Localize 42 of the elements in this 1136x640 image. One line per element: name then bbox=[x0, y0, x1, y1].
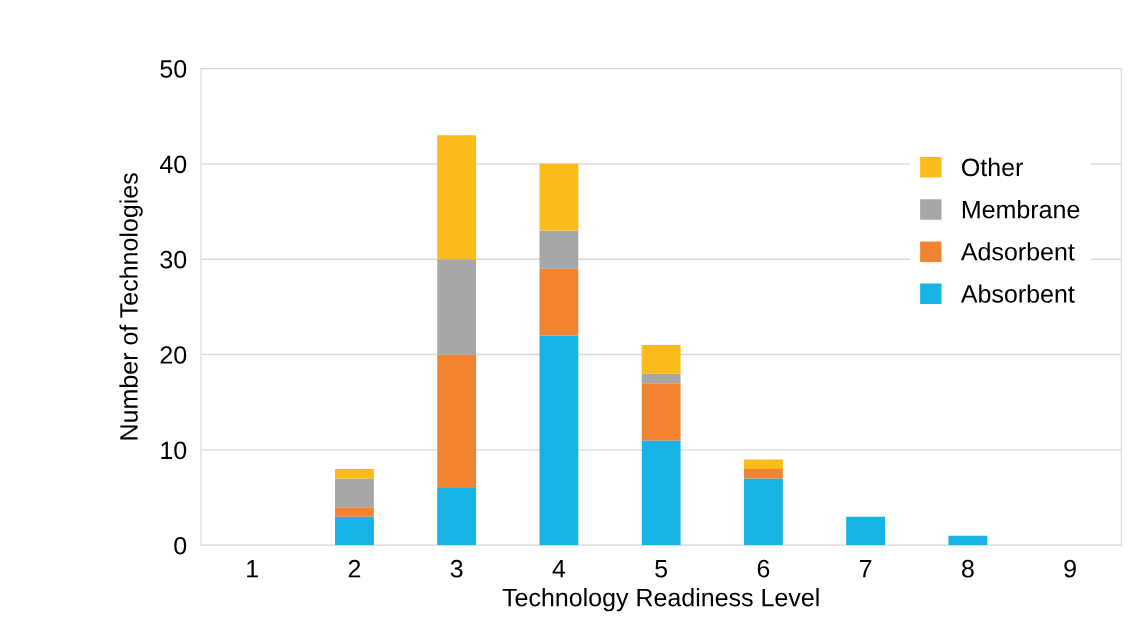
bar bbox=[539, 268, 579, 336]
y-tick-label: 0 bbox=[174, 536, 187, 555]
legend-label: Membrane bbox=[962, 200, 1080, 219]
bar bbox=[743, 459, 783, 469]
bar bbox=[641, 440, 681, 546]
bar bbox=[335, 468, 374, 479]
x-axis-title: Technology Readiness Level bbox=[502, 588, 819, 612]
bar bbox=[335, 507, 374, 517]
y-tick-label: 50 bbox=[160, 60, 187, 78]
bar bbox=[437, 259, 477, 355]
x-tick-label: 1 bbox=[247, 560, 258, 578]
bar bbox=[948, 535, 988, 546]
y-tick-label: 20 bbox=[160, 346, 187, 364]
bar bbox=[539, 163, 579, 231]
bar bbox=[539, 335, 579, 546]
x-tick-label: 2 bbox=[348, 559, 361, 578]
bar bbox=[335, 516, 374, 546]
legend-label: Absorbent bbox=[960, 284, 1075, 303]
bar bbox=[437, 488, 477, 546]
y-tick-label: 40 bbox=[159, 155, 187, 174]
x-tick-label: 7 bbox=[859, 560, 872, 578]
x-tick-label: 5 bbox=[655, 560, 668, 578]
x-tick-label: 9 bbox=[1064, 559, 1076, 578]
bar bbox=[846, 516, 886, 546]
bar bbox=[437, 135, 477, 260]
bar bbox=[539, 230, 579, 269]
x-tick-label: 3 bbox=[450, 559, 463, 578]
legend-label: Adsorbent bbox=[960, 242, 1075, 261]
bar bbox=[641, 373, 681, 384]
bar bbox=[743, 468, 783, 479]
legend-label: Other bbox=[962, 157, 1023, 177]
bar bbox=[335, 478, 374, 508]
y-axis-title: Number of Technologies bbox=[119, 173, 143, 440]
y-tick-label: 30 bbox=[160, 250, 187, 269]
bar bbox=[437, 354, 477, 489]
x-tick-label: 4 bbox=[552, 560, 566, 578]
x-tick-label: 8 bbox=[962, 559, 974, 578]
x-tick-label: 6 bbox=[757, 559, 770, 578]
y-tick-label: 10 bbox=[161, 441, 187, 460]
bar bbox=[641, 383, 681, 441]
bar bbox=[743, 478, 783, 546]
bar bbox=[641, 345, 681, 374]
